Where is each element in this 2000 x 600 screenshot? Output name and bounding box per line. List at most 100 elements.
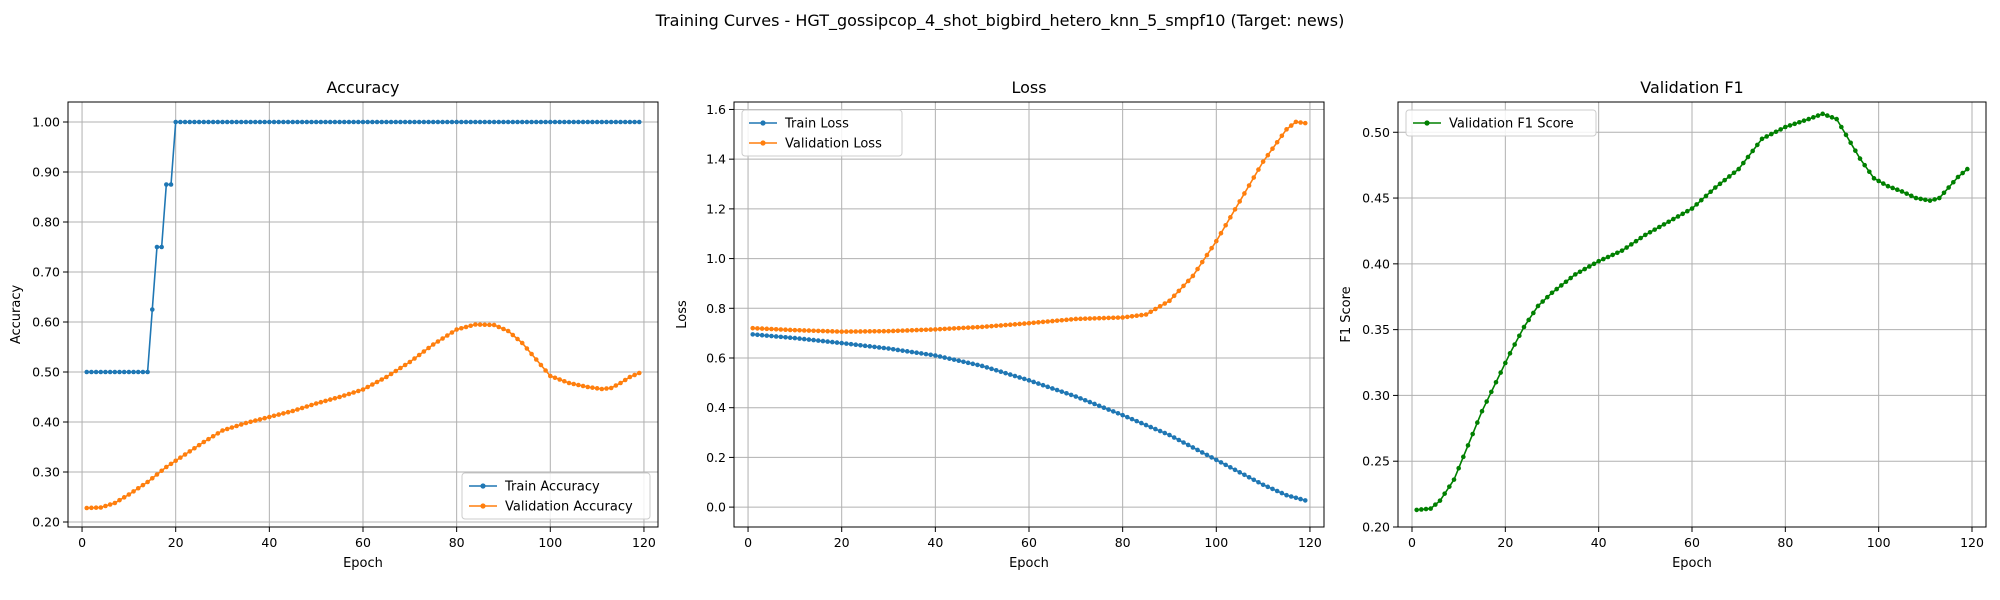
series-point — [257, 119, 263, 125]
series-point — [1171, 435, 1177, 440]
series-point — [1899, 189, 1905, 194]
series-point — [886, 328, 891, 334]
series-point — [1689, 206, 1695, 211]
series-point — [482, 322, 488, 328]
series-point — [402, 119, 408, 125]
series-point — [1293, 119, 1299, 125]
series-point — [238, 119, 244, 125]
series-point — [1232, 207, 1238, 212]
series-point — [867, 344, 873, 349]
x-tick-label: 100 — [538, 535, 562, 550]
series-point — [1073, 394, 1079, 399]
series-point — [998, 369, 1004, 375]
series-point — [1040, 382, 1046, 388]
series-point — [519, 119, 525, 125]
series-point — [1848, 140, 1853, 146]
series-point — [900, 328, 905, 333]
series-point — [1904, 191, 1909, 196]
series-point — [755, 332, 760, 338]
series-point — [276, 119, 282, 125]
series-point — [1573, 272, 1578, 277]
series-point — [806, 328, 812, 333]
series-point — [505, 328, 511, 334]
series-point — [608, 385, 614, 391]
series-point — [1577, 269, 1583, 275]
series-point — [145, 369, 150, 375]
series-point — [1059, 317, 1065, 323]
series-point — [505, 119, 511, 125]
series-point — [1820, 111, 1825, 117]
series-point — [304, 119, 310, 125]
series-point — [384, 119, 389, 125]
series-point — [440, 336, 445, 341]
series-point — [1736, 166, 1741, 172]
series-point — [159, 244, 164, 250]
series-point — [1209, 245, 1214, 251]
series-point — [1129, 313, 1135, 319]
series-point — [1479, 408, 1485, 414]
y-tick-label: 0.40 — [32, 415, 60, 430]
series-point — [1167, 298, 1172, 304]
y-tick-label: 0.4 — [706, 400, 726, 415]
y-tick-label: 0.6 — [706, 350, 726, 365]
series-point — [543, 368, 548, 373]
series-point — [393, 119, 399, 125]
series-point — [1708, 189, 1713, 195]
series-point — [608, 119, 614, 125]
series-point — [299, 405, 305, 411]
series-point — [1181, 440, 1186, 445]
series-point — [839, 329, 844, 334]
series-point — [487, 119, 492, 125]
series-point — [93, 369, 99, 375]
series-point — [1885, 183, 1891, 189]
series-point — [1199, 450, 1205, 455]
series-point — [374, 119, 380, 125]
series-point — [533, 119, 539, 125]
series-point — [131, 369, 136, 375]
series-point — [848, 341, 854, 347]
series-point — [140, 369, 146, 375]
series-point — [454, 119, 459, 125]
series-point — [1279, 133, 1285, 139]
series-point — [341, 119, 347, 125]
series-point — [196, 119, 202, 125]
x-tick-label: 100 — [1867, 535, 1891, 550]
series-point — [1531, 310, 1536, 316]
series-point — [290, 119, 296, 125]
series-point — [135, 485, 141, 491]
series-point — [1012, 322, 1018, 327]
series-point — [121, 369, 127, 375]
y-tick-label: 0.8 — [706, 301, 726, 316]
series-point — [1512, 342, 1517, 347]
x-tick-label: 0 — [744, 535, 752, 550]
series-point — [961, 325, 966, 331]
series-point — [613, 119, 619, 125]
series-point — [1792, 121, 1797, 127]
series-point — [196, 442, 202, 448]
series-point — [351, 390, 356, 395]
series-point — [1218, 460, 1224, 465]
series-point — [1251, 477, 1257, 483]
series-point — [370, 119, 375, 125]
series-point — [1498, 370, 1503, 375]
series-point — [468, 323, 474, 329]
series-point — [1937, 195, 1942, 201]
series-point — [764, 326, 770, 332]
y-tick-label: 0.70 — [32, 265, 60, 280]
series-point — [552, 119, 558, 125]
x-tick-label: 60 — [1021, 535, 1037, 550]
chart-panel-1: Loss 0 20 40 60 80 100 120 0.0 0.2 0.4 0.6 0.8 1.0 1.2… — [675, 78, 1325, 571]
series-point — [1256, 479, 1261, 485]
y-tick-label: 1.6 — [706, 102, 726, 117]
legend-marker — [480, 503, 486, 509]
series-point — [140, 482, 146, 488]
series-point — [815, 338, 821, 343]
series-point — [1946, 185, 1951, 190]
series-point — [173, 458, 178, 464]
series-point — [1489, 389, 1494, 395]
series-point — [210, 433, 216, 439]
series-point — [1876, 178, 1881, 184]
series-point — [862, 343, 868, 349]
series-point — [384, 374, 389, 380]
series-point — [1214, 238, 1219, 244]
